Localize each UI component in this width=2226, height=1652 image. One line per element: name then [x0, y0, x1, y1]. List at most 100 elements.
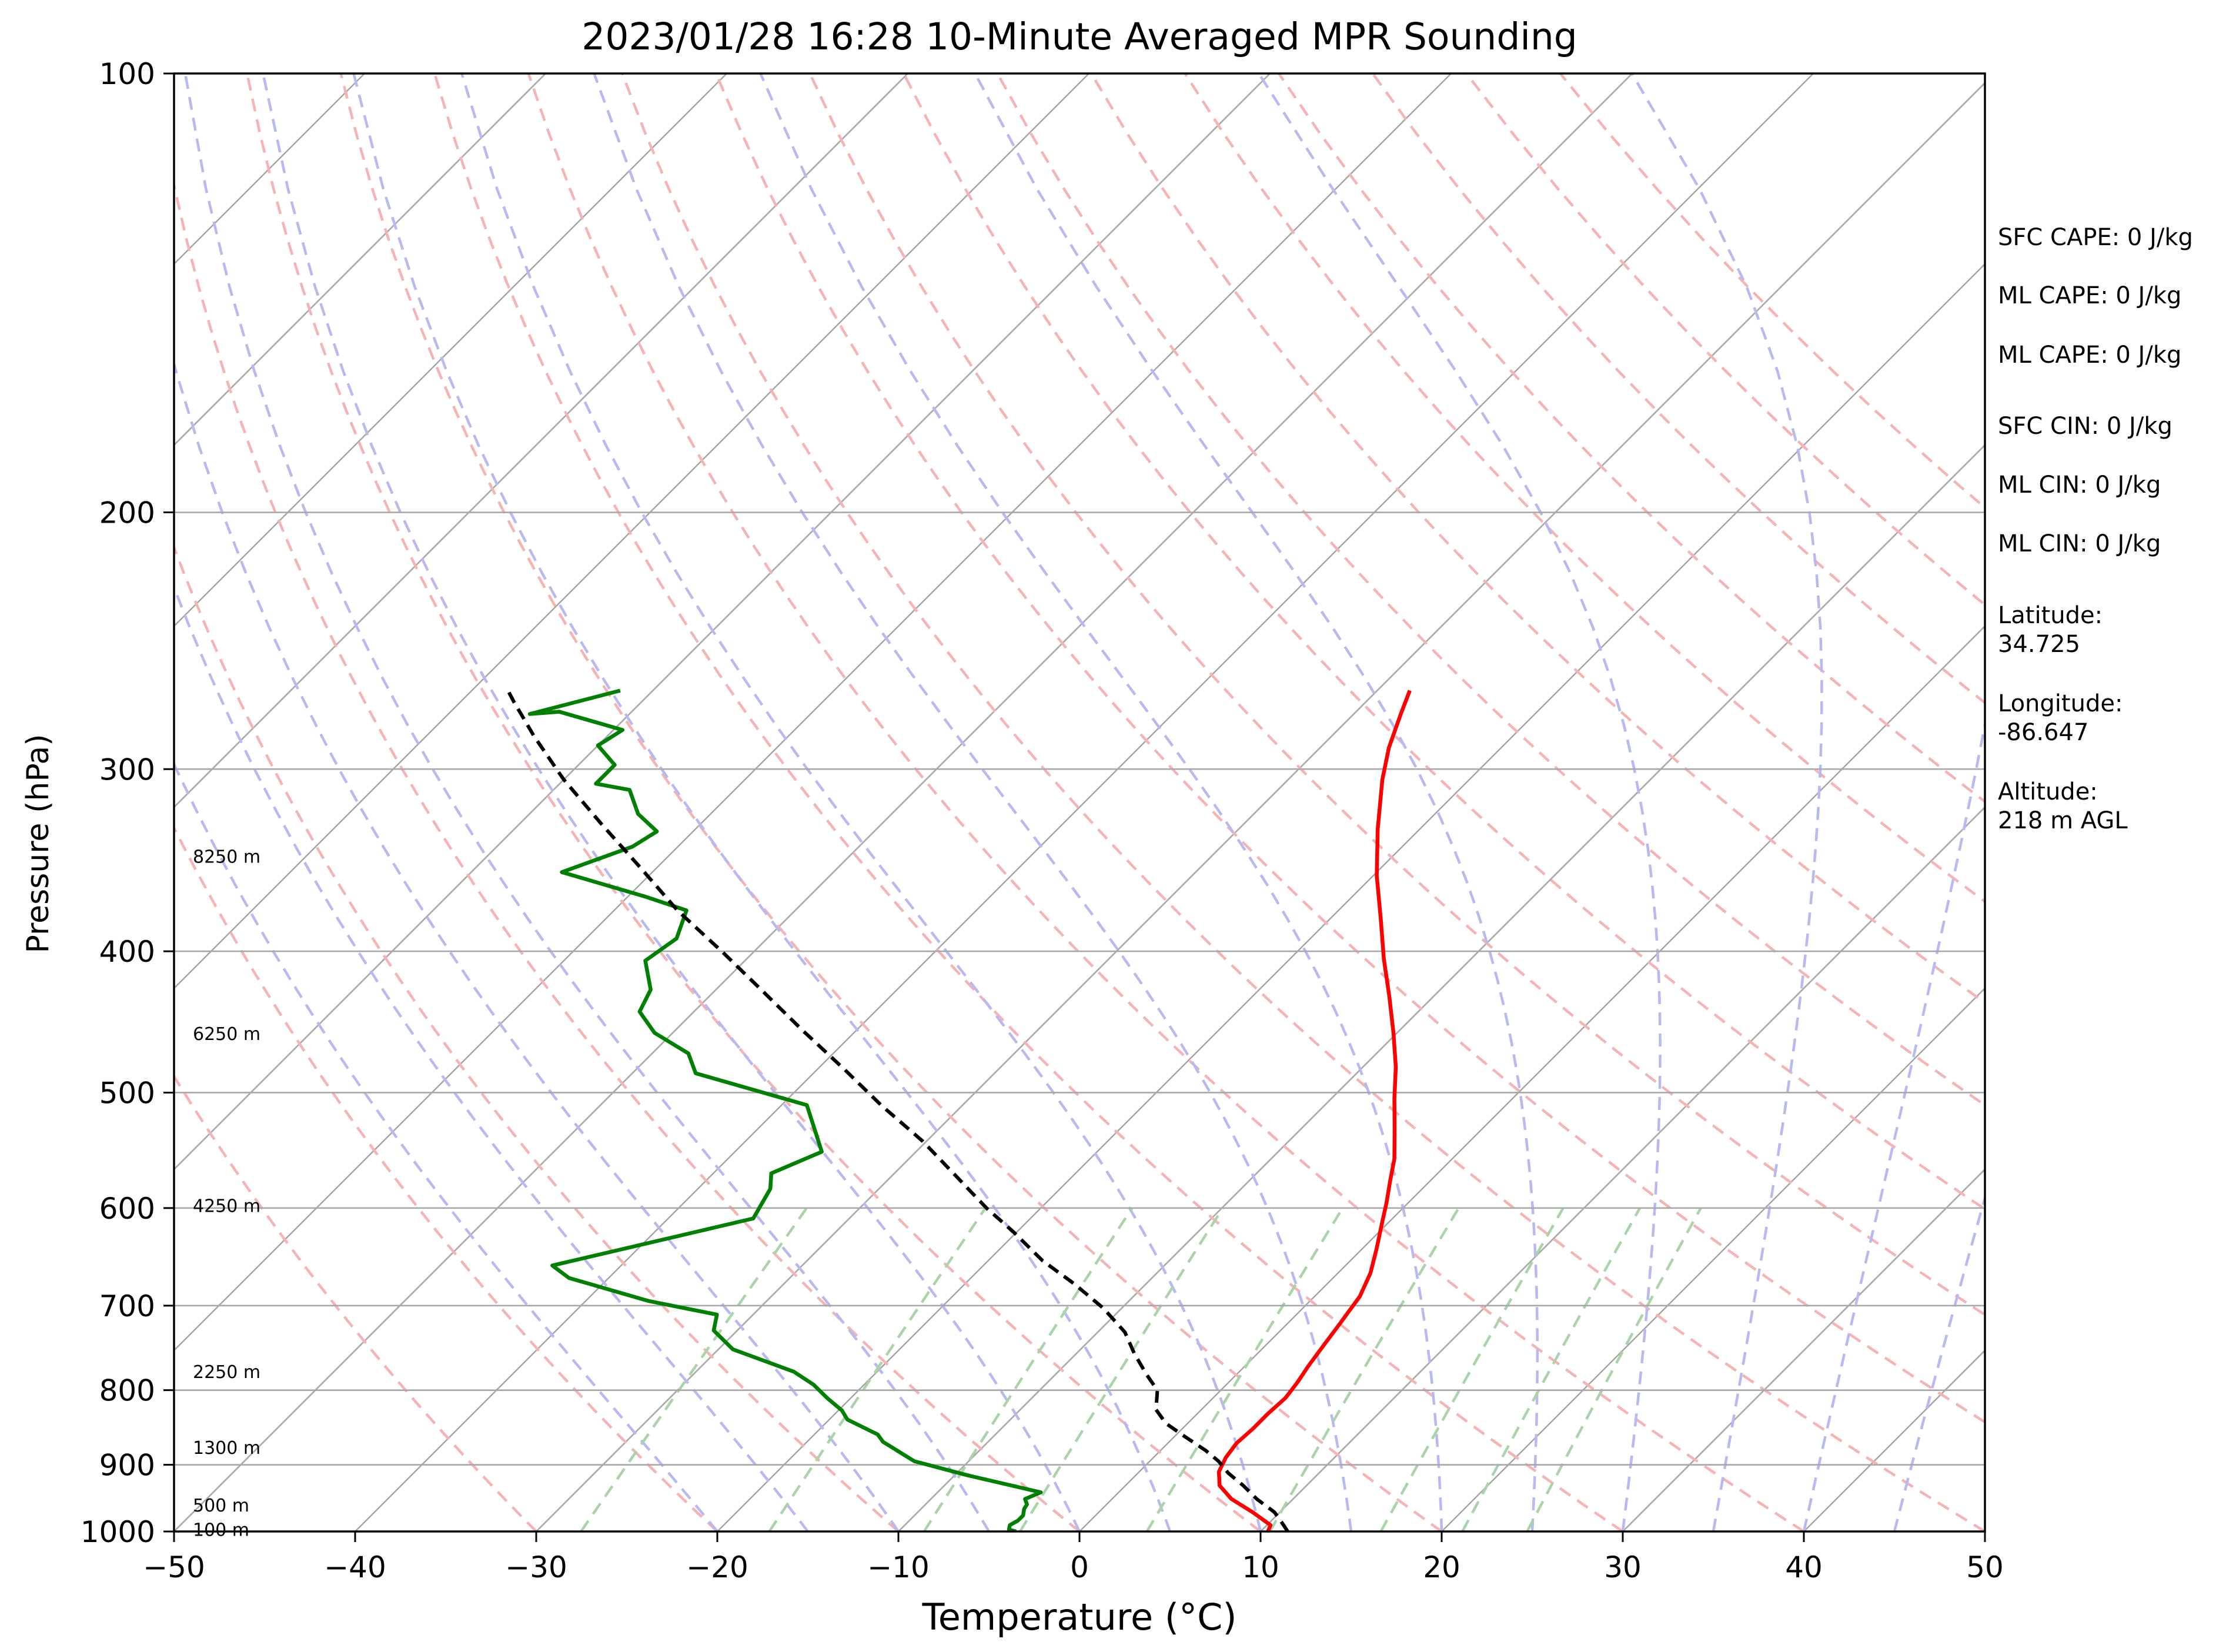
moist-adiabat-line [1258, 73, 1662, 1531]
isotherm-line [536, 82, 1985, 1531]
moist-adiabat-line [1630, 73, 1823, 1531]
mixing-ratio-line [923, 1207, 1134, 1531]
y-axis-ticks: 100 200 300 400 500 600 700 800 900 1000 [81, 57, 174, 1549]
y-tick-label: 900 [99, 1449, 155, 1483]
height-label: 2250 m [193, 1362, 260, 1383]
dry-adiabat-line [1278, 73, 1985, 804]
moist-adiabat-line [593, 73, 1353, 1531]
dry-adiabat-line [621, 73, 1985, 1531]
dry-adiabat-line [174, 825, 718, 1531]
ml-cape-label-2: ML CAPE: 0 J/kg [1998, 342, 2181, 369]
dry-adiabat-line [433, 73, 1624, 1531]
y-tick-label: 200 [99, 496, 155, 530]
latitude-value: 34.725 [1998, 631, 2080, 658]
parcel-line [506, 690, 1289, 1531]
y-tick-label: 100 [99, 57, 155, 91]
mixing-ratio-line [1145, 1207, 1344, 1531]
moist-adiabat-line [974, 73, 1539, 1531]
chart-title: 2023/01/28 16:28 10-Minute Averaged MPR … [581, 15, 1577, 58]
y-tick-label: 800 [99, 1374, 155, 1408]
x-tick-label: 20 [1423, 1550, 1460, 1584]
pressure-grid-lines [174, 73, 1985, 1531]
x-tick-label: −10 [867, 1550, 930, 1584]
isotherm-line [1079, 625, 1985, 1531]
altitude-label: Altitude: [1998, 778, 2098, 805]
mixing-ratio-lines [580, 1207, 1702, 1531]
x-tick-label: 0 [1070, 1550, 1089, 1584]
longitude-label: Longitude: [1998, 690, 2123, 717]
x-tick-label: 30 [1604, 1550, 1642, 1584]
x-tick-label: −40 [324, 1550, 386, 1584]
isotherm-line [174, 73, 546, 446]
x-tick-label: −30 [505, 1550, 567, 1584]
dewpoint-line [527, 688, 1043, 1531]
dry-adiabat-line [245, 73, 1262, 1531]
dry-adiabat-line [174, 544, 900, 1531]
y-tick-label: 1000 [81, 1515, 155, 1549]
height-label: 8250 m [193, 847, 260, 868]
height-label: 100 m [193, 1520, 249, 1541]
temperature-line [1216, 690, 1412, 1531]
sounding-series [506, 688, 1412, 1531]
dry-adiabat-line [808, 73, 1985, 1316]
moist-adiabat-line [1802, 717, 1985, 1531]
mixing-ratio-line [1379, 1207, 1565, 1531]
isotherm-line [174, 73, 727, 627]
stability-annotations: SFC CAPE: 0 J/kg ML CAPE: 0 J/kg ML CAPE… [1998, 224, 2193, 557]
moist-adiabat-lines [174, 73, 1985, 1531]
moist-adiabat-line [352, 73, 1172, 1531]
x-tick-label: −20 [686, 1550, 748, 1584]
height-label: 500 m [193, 1496, 249, 1516]
height-label: 1300 m [193, 1438, 260, 1459]
mixing-ratio-line [1268, 1207, 1460, 1531]
y-tick-label: 300 [99, 753, 155, 787]
x-axis-label: Temperature (°C) [921, 1596, 1236, 1638]
x-tick-label: 40 [1785, 1550, 1823, 1584]
latitude-label: Latitude: [1998, 602, 2103, 629]
y-tick-label: 400 [99, 935, 155, 969]
moist-adiabat-line [1893, 1193, 1985, 1531]
mixing-ratio-line [580, 1207, 808, 1531]
isotherm-line [1260, 806, 1985, 1531]
y-tick-label: 500 [99, 1076, 155, 1110]
dry-adiabat-line [902, 73, 1985, 1211]
mixing-ratio-line [1526, 1207, 1702, 1531]
moist-adiabat-line [174, 584, 809, 1531]
height-label: 4250 m [193, 1196, 260, 1216]
ml-cin-label-2: ML CIN: 0 J/kg [1998, 530, 2161, 557]
moist-adiabat-line [759, 73, 1443, 1531]
plot-area [174, 73, 1985, 1531]
isotherm-line [174, 73, 1633, 1531]
longitude-value: -86.647 [1998, 719, 2088, 746]
moist-adiabat-line [262, 73, 1081, 1531]
dry-adiabat-line [527, 73, 1805, 1531]
x-tick-label: 50 [1966, 1550, 2004, 1584]
x-tick-label: 10 [1242, 1550, 1279, 1584]
dry-adiabat-line [339, 73, 1443, 1531]
x-axis-ticks: −50 −40 −30 −20 −10 0 10 20 30 40 50 [143, 1531, 2004, 1584]
sfc-cin-label: SFC CIN: 0 J/kg [1998, 413, 2172, 440]
isotherm-line [174, 73, 908, 808]
isotherm-line [898, 444, 1985, 1531]
x-tick-label: −50 [143, 1550, 205, 1584]
plot-frame [173, 72, 1986, 1533]
location-info: Latitude: 34.725 Longitude: -86.647 Alti… [1998, 602, 2128, 834]
dry-adiabat-line [714, 73, 1985, 1424]
y-tick-label: 700 [99, 1289, 155, 1323]
mixing-ratio-line [1018, 1207, 1224, 1531]
height-labels: 8250 m 6250 m 4250 m 2250 m 1300 m 500 m 100 m [193, 847, 260, 1541]
ml-cin-label: ML CIN: 0 J/kg [1998, 471, 2161, 499]
moist-adiabat-line [460, 73, 1262, 1531]
mixing-ratio-line [768, 1207, 987, 1531]
altitude-value: 218 m AGL [1998, 807, 2128, 834]
dry-adiabat-line [174, 178, 1081, 1531]
height-label: 6250 m [193, 1024, 260, 1045]
isotherm-line [355, 73, 1814, 1531]
dry-adiabat-line [996, 73, 1985, 1107]
sfc-cape-label: SFC CAPE: 0 J/kg [1998, 224, 2193, 251]
dry-adiabat-lines [174, 73, 1985, 1531]
y-axis-label: Pressure (hPa) [21, 734, 56, 954]
moist-adiabat-line [174, 358, 900, 1531]
ml-cape-label: ML CAPE: 0 J/kg [1998, 282, 2181, 309]
isotherm-lines [174, 73, 1985, 1531]
